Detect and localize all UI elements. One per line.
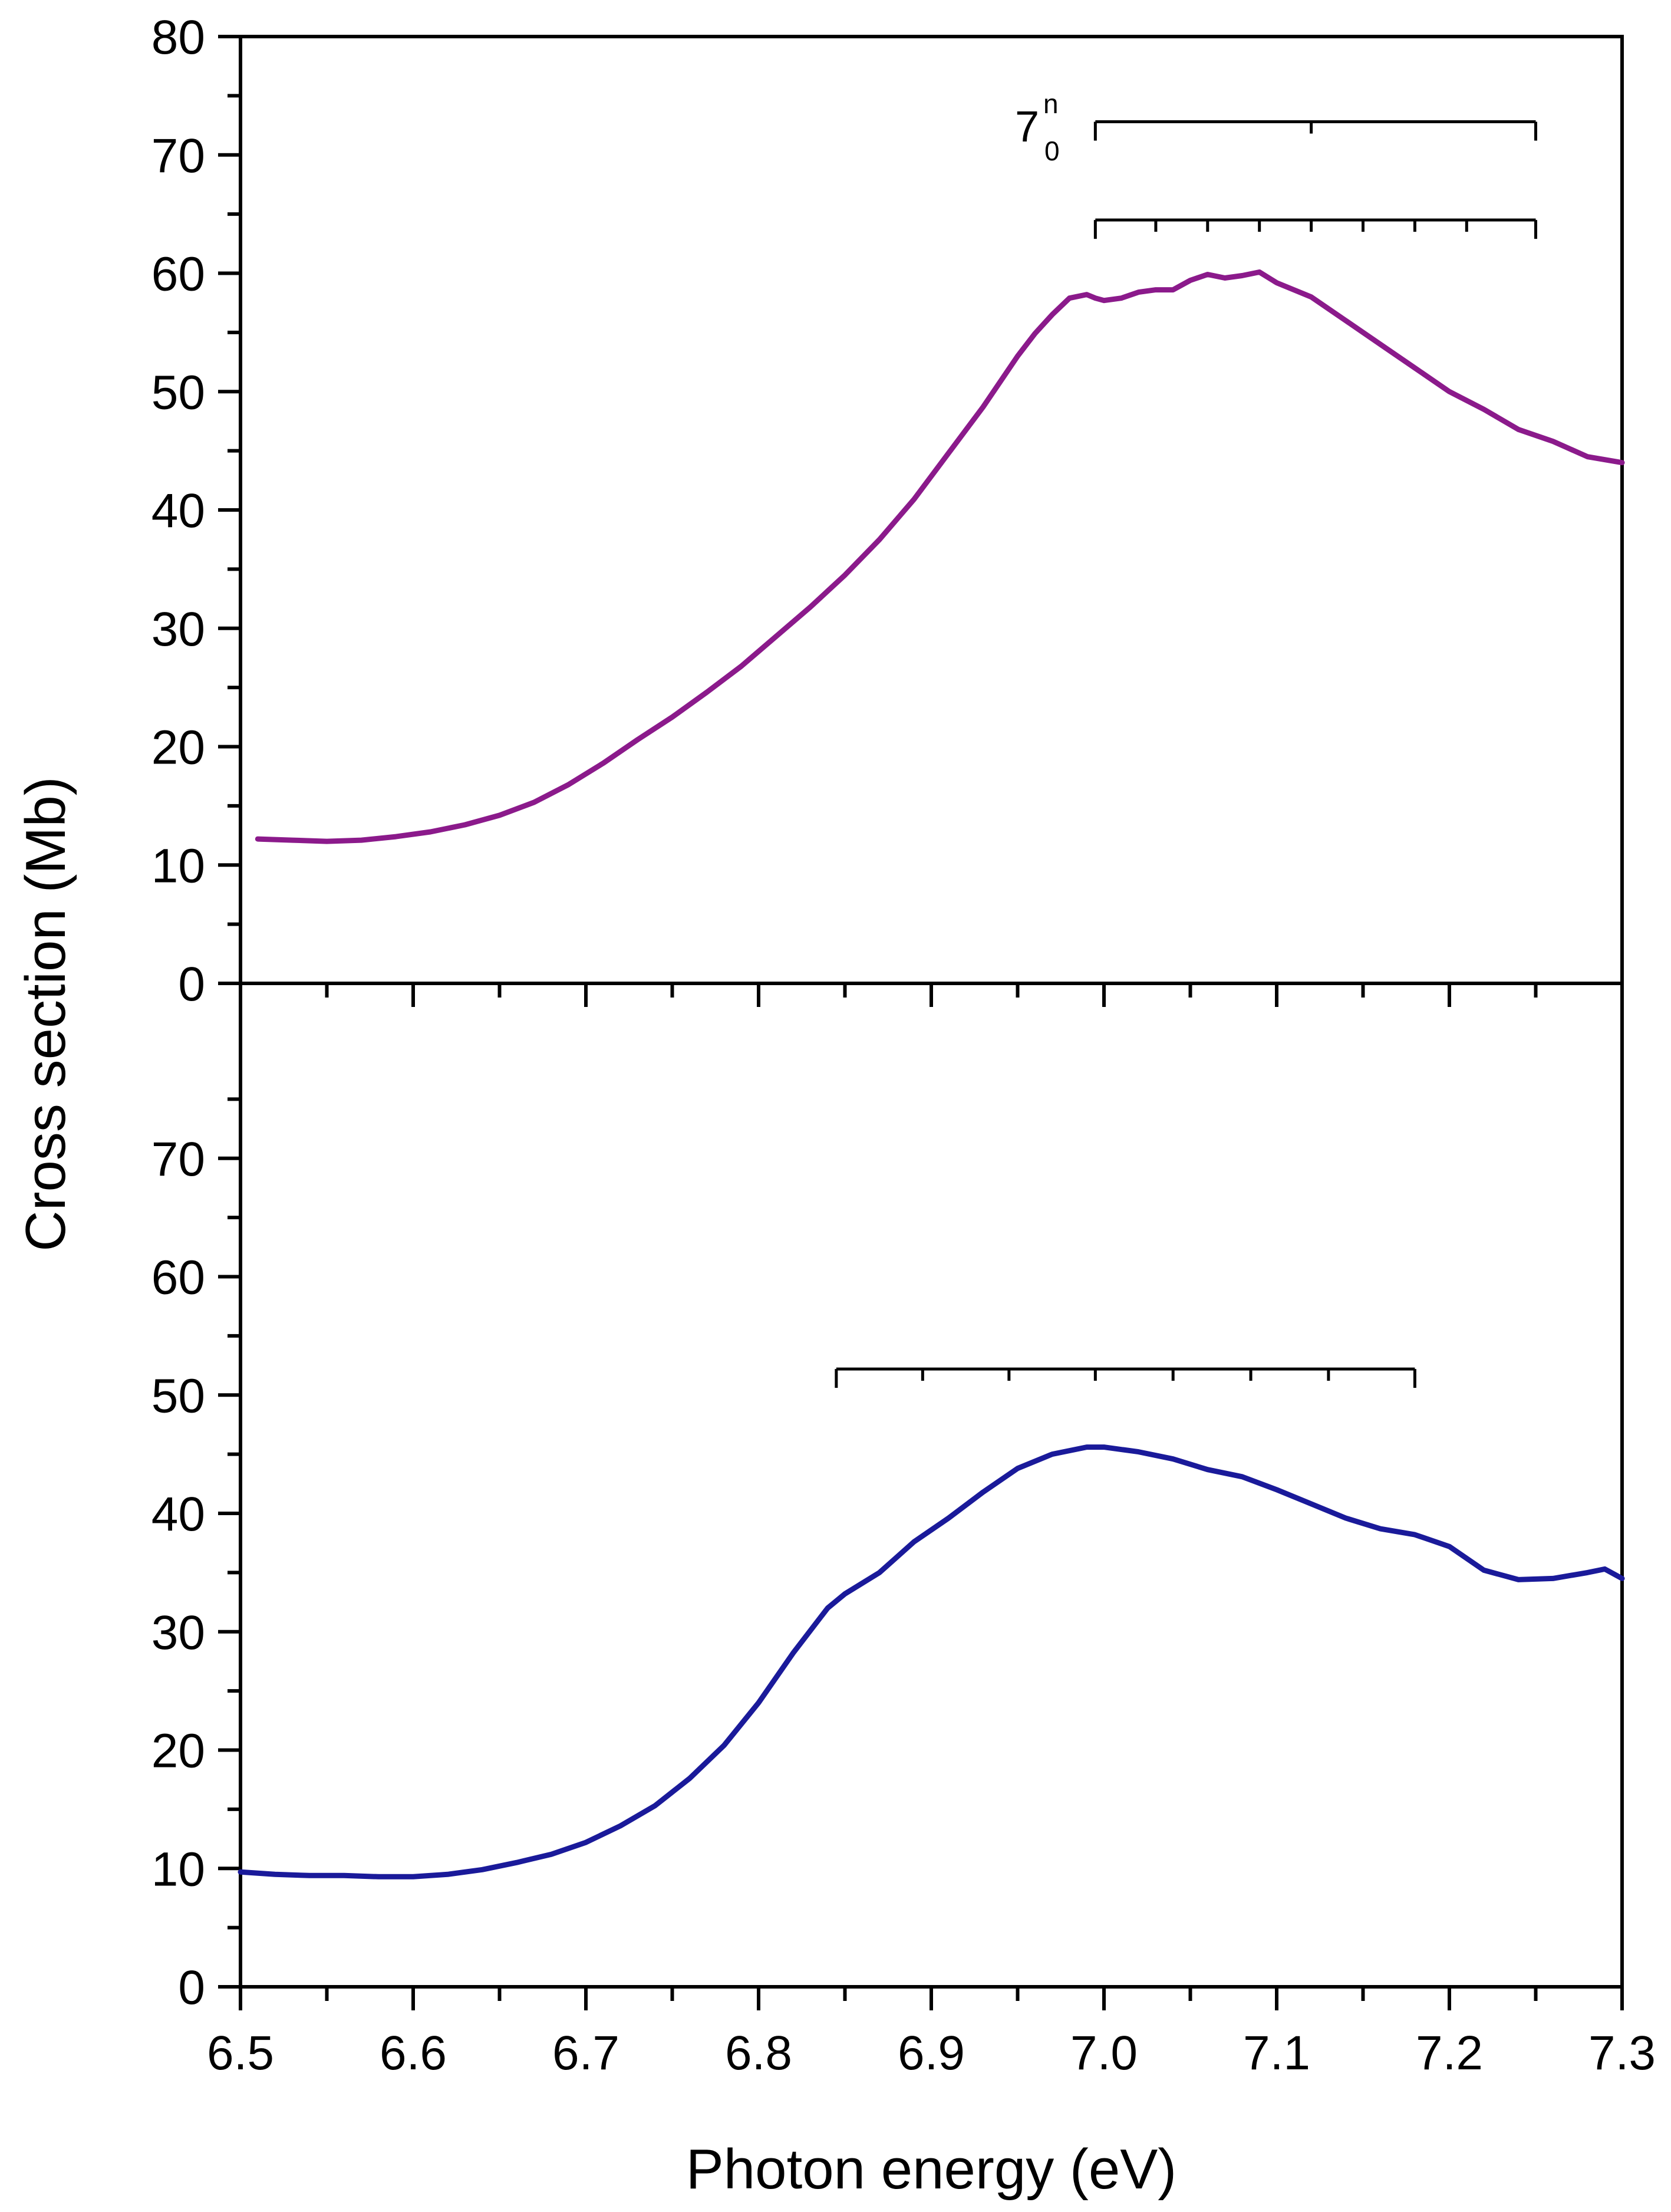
y-tick-label: 30 <box>151 1606 205 1660</box>
y-tick-label: 70 <box>151 129 205 183</box>
y-tick-label: 0 <box>178 1961 205 2015</box>
series-line <box>255 269 1625 844</box>
x-tick-label: 6.6 <box>380 2026 447 2080</box>
x-tick-label: 6.7 <box>552 2026 619 2080</box>
y-tick-label: 20 <box>151 1724 205 1778</box>
x-tick-label: 6.8 <box>725 2026 792 2080</box>
top-panel-y-tick-labels: 0 10 20 30 40 50 60 70 80 <box>151 11 205 1011</box>
progression-label: 7 n 0 <box>1015 88 1060 166</box>
top-panel-series <box>255 269 1625 844</box>
y-tick-label: 30 <box>151 603 205 656</box>
bottom-panel-tick-labels: 0 10 20 30 40 50 60 70 6.5 6.6 6.7 6.8 6.9 7.0 7.1 7.2 7… <box>151 1133 1656 2080</box>
y-tick-label: 60 <box>151 248 205 301</box>
y-tick-label: 70 <box>151 1133 205 1186</box>
y-tick-label: 20 <box>151 721 205 775</box>
bottom-panel-axis-ticks <box>218 1097 1624 2010</box>
progression-label-main: 7 <box>1015 102 1039 151</box>
series-line <box>238 1444 1625 1879</box>
bottom-panel-series <box>238 1444 1625 1879</box>
progression-label-superscript: n <box>1043 88 1059 119</box>
y-tick-label: 50 <box>151 366 205 419</box>
bottom-panel-progression-markers <box>835 1367 1416 1388</box>
y-tick-label: 40 <box>151 484 205 538</box>
x-tick-label: 6.5 <box>207 2026 274 2080</box>
y-axis-title: Cross section (Mb) <box>14 776 77 1252</box>
x-tick-label: 7.3 <box>1588 2026 1656 2080</box>
y-tick-label: 10 <box>151 1842 205 1896</box>
top-panel-progression-markers <box>1093 120 1537 239</box>
y-tick-label: 50 <box>151 1369 205 1423</box>
x-tick-label: 7.1 <box>1243 2026 1310 2080</box>
x-tick-label: 7.2 <box>1416 2026 1483 2080</box>
y-tick-label: 0 <box>178 957 205 1011</box>
y-tick-label: 40 <box>151 1487 205 1541</box>
x-axis-title: Photon energy (eV) <box>686 2138 1177 2201</box>
y-tick-label: 60 <box>151 1251 205 1305</box>
x-tick-label: 6.9 <box>898 2026 965 2080</box>
progression-label-subscript: 0 <box>1044 136 1060 166</box>
y-tick-label: 80 <box>151 11 205 64</box>
y-tick-label: 10 <box>151 839 205 893</box>
x-tick-label: 7.0 <box>1070 2026 1138 2080</box>
top-panel-axis-ticks <box>218 35 1624 1007</box>
